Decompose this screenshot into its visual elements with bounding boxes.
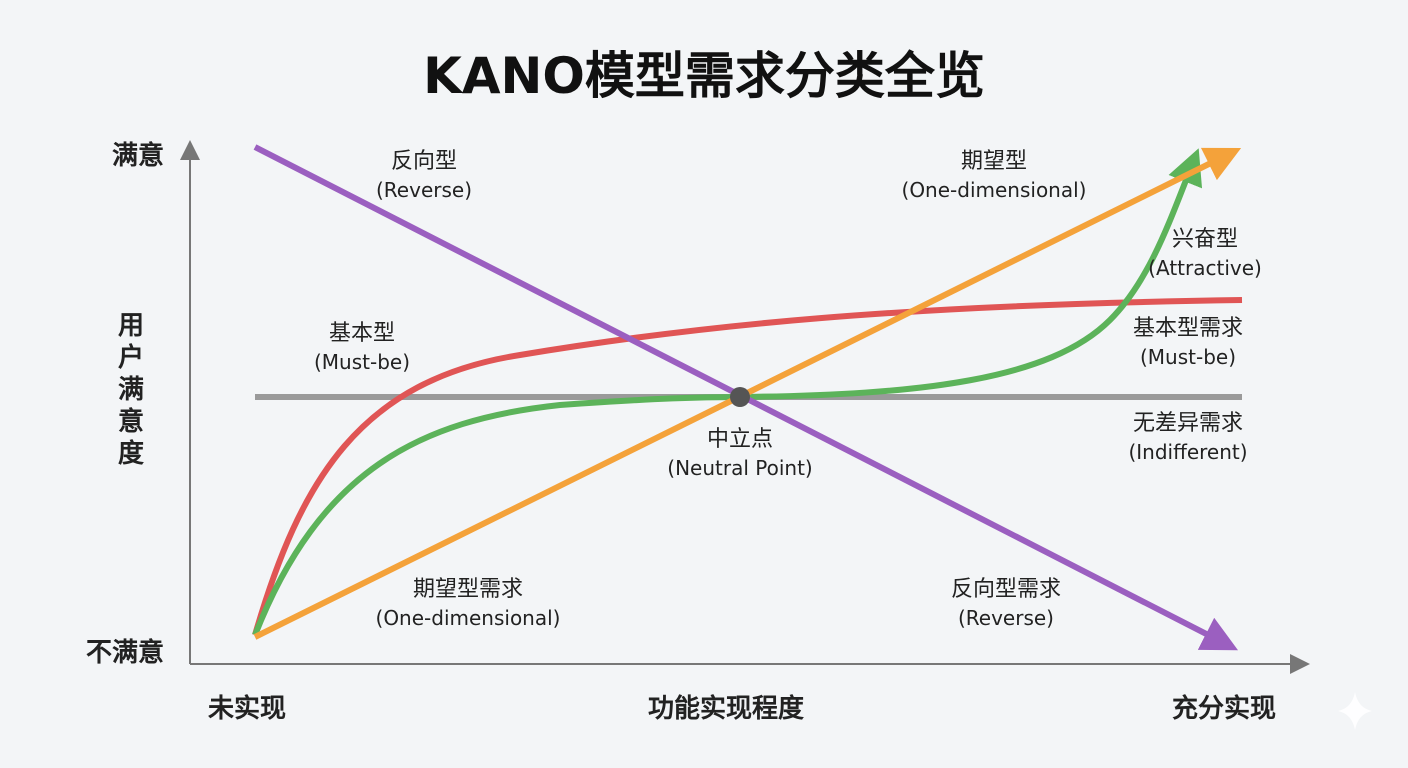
label-reverse-top: 反向型 (Reverse) — [376, 149, 472, 202]
neutral-point — [730, 387, 750, 407]
label-one-dimensional-bottom: 期望型需求 (One-dimensional) — [375, 577, 561, 630]
label-reverse-bottom: 反向型需求 (Reverse) — [950, 577, 1062, 630]
page-title: KANO模型需求分类全览 — [423, 47, 985, 105]
y-axis-top-label: 满意 — [112, 141, 165, 171]
y-axis-bottom-label: 不满意 — [86, 638, 165, 668]
label-neutral-point: 中立点 (Neutral Point) — [667, 427, 813, 480]
label-one-dimensional-top: 期望型 (One-dimensional) — [901, 149, 1087, 202]
label-attractive: 兴奋型 (Attractive) — [1148, 227, 1262, 280]
label-indifferent: 无差异需求 (Indifferent) — [1128, 411, 1248, 464]
label-must-be-right: 基本型需求 (Must-be) — [1132, 316, 1244, 369]
x-axis-left-label: 未实现 — [208, 694, 287, 724]
label-must-be-left: 基本型 (Must-be) — [313, 321, 411, 374]
y-axis-title: 用户满意度 — [117, 311, 144, 469]
sparkle-icon — [1338, 692, 1372, 730]
x-axis-title: 功能实现程度 — [648, 694, 805, 724]
must-be-curve — [252, 297, 1243, 636]
x-axis-right-label: 充分实现 — [1172, 694, 1277, 724]
